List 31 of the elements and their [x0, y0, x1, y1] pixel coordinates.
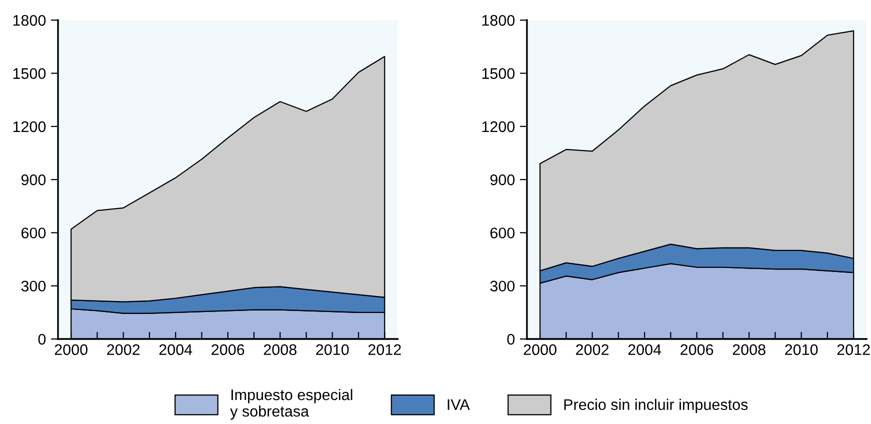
- y-tick-label: 1200: [13, 121, 46, 132]
- y-tick-label: 1500: [482, 68, 515, 79]
- x-tick-label: 2004: [628, 344, 662, 356]
- y-tick-label: 900: [21, 174, 46, 186]
- y-tick-label: 0: [38, 334, 46, 345]
- x-tick-label: 2002: [576, 344, 609, 356]
- legend-label: IVA: [448, 399, 470, 410]
- y-tick-label: 1800: [13, 15, 46, 26]
- x-tick-label: 2002: [107, 344, 140, 356]
- x-tick-label: 2000: [524, 344, 556, 356]
- y-tick-label: 0: [507, 334, 515, 345]
- x-tick-label: 2000: [54, 344, 88, 356]
- y-tick-label: 900: [490, 174, 515, 186]
- y-tick-label: 1800: [482, 15, 515, 26]
- y-tick-label: 1500: [13, 68, 46, 79]
- legend-label: Precio sin incluir impuestos: [564, 398, 748, 414]
- x-tick-label: 2008: [732, 344, 766, 356]
- x-tick-label: 2010: [785, 344, 818, 356]
- x-tick-label: 2012: [837, 344, 870, 356]
- x-tick-label: 2010: [316, 344, 349, 356]
- x-tick-label: 2006: [212, 344, 244, 356]
- y-tick-label: 600: [490, 228, 515, 238]
- x-tick-label: 2008: [264, 344, 296, 356]
- x-tick-label: 2012: [368, 344, 401, 356]
- x-tick-label: 2004: [159, 344, 192, 356]
- x-tick-label: 2006: [680, 344, 714, 356]
- y-tick-label: 300: [21, 280, 46, 292]
- y-tick-label: 1200: [482, 121, 515, 132]
- y-tick-label: 300: [490, 280, 515, 292]
- y-tick-label: 600: [21, 228, 46, 238]
- legend-label: Impuesto especial y sobretasa: [230, 388, 352, 420]
